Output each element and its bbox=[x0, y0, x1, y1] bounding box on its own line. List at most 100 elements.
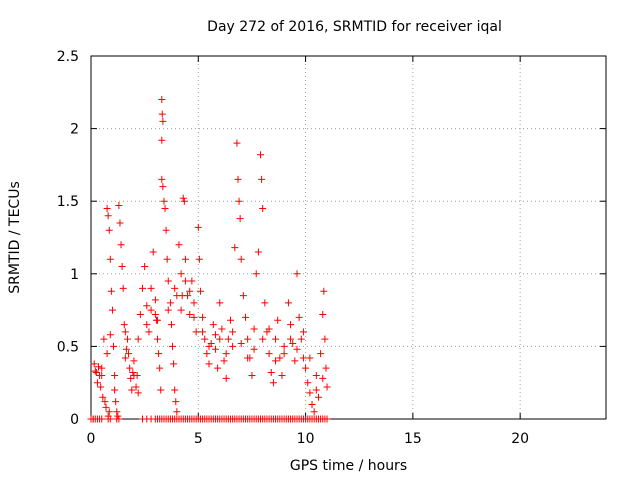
data-point bbox=[141, 263, 149, 271]
data-point bbox=[170, 360, 178, 368]
data-point bbox=[92, 369, 100, 377]
data-point bbox=[250, 325, 258, 333]
data-point bbox=[98, 415, 106, 423]
data-point bbox=[239, 292, 247, 300]
data-point bbox=[317, 350, 325, 358]
data-point bbox=[293, 345, 301, 353]
data-point bbox=[209, 321, 217, 329]
data-point bbox=[278, 371, 286, 379]
data-point bbox=[123, 335, 131, 343]
data-point bbox=[261, 299, 269, 307]
data-point bbox=[205, 342, 213, 350]
data-point bbox=[190, 299, 198, 307]
data-point bbox=[299, 354, 307, 362]
data-point bbox=[229, 328, 237, 336]
data-point bbox=[120, 321, 128, 329]
data-point bbox=[115, 415, 123, 423]
data-point bbox=[143, 321, 151, 329]
data-point bbox=[276, 354, 284, 362]
data-point bbox=[299, 328, 307, 336]
data-point bbox=[293, 270, 301, 278]
data-point bbox=[171, 386, 179, 394]
x-tick-label: 20 bbox=[511, 431, 529, 447]
axis-ticks: 0 5 10 15 20 0 0.5 1 1.5 2 2.5 bbox=[57, 49, 606, 447]
data-point bbox=[107, 287, 115, 295]
data-point bbox=[224, 335, 232, 343]
data-point bbox=[145, 328, 153, 336]
data-point bbox=[105, 408, 113, 416]
data-point bbox=[220, 357, 228, 365]
data-point bbox=[312, 386, 320, 394]
data-point bbox=[179, 194, 187, 202]
data-point bbox=[158, 96, 166, 104]
data-point bbox=[252, 270, 260, 278]
data-point bbox=[100, 335, 108, 343]
data-point bbox=[194, 223, 202, 231]
data-point bbox=[192, 328, 200, 336]
data-point bbox=[287, 335, 295, 343]
data-point bbox=[284, 299, 292, 307]
data-point bbox=[159, 117, 167, 125]
data-point bbox=[244, 335, 252, 343]
data-point bbox=[289, 339, 297, 347]
y-tick-label: 1.5 bbox=[57, 194, 79, 210]
data-point bbox=[97, 383, 105, 391]
data-point bbox=[320, 287, 328, 295]
data-point bbox=[126, 364, 134, 372]
data-point bbox=[169, 342, 177, 350]
data-point bbox=[188, 277, 196, 285]
data-point bbox=[167, 321, 175, 329]
x-tick-label: 0 bbox=[87, 431, 96, 447]
data-point bbox=[203, 350, 211, 358]
data-point bbox=[184, 292, 192, 300]
data-point bbox=[121, 328, 129, 336]
data-point bbox=[254, 248, 262, 256]
data-point bbox=[118, 263, 126, 271]
data-point bbox=[130, 357, 138, 365]
data-point bbox=[98, 371, 106, 379]
data-point bbox=[151, 310, 159, 318]
data-point bbox=[104, 212, 112, 220]
data-point bbox=[154, 335, 162, 343]
data-point bbox=[265, 325, 273, 333]
data-point bbox=[323, 383, 331, 391]
data-point bbox=[156, 364, 164, 372]
data-point bbox=[280, 342, 288, 350]
data-point bbox=[154, 316, 162, 324]
data-point bbox=[134, 389, 142, 397]
data-point bbox=[122, 345, 130, 353]
data-point bbox=[99, 393, 107, 401]
data-point bbox=[248, 371, 256, 379]
data-point bbox=[110, 342, 118, 350]
data-point bbox=[98, 364, 106, 372]
data-point bbox=[159, 183, 167, 191]
data-point bbox=[306, 354, 314, 362]
data-point bbox=[312, 371, 320, 379]
data-point bbox=[295, 313, 303, 321]
data-point bbox=[306, 389, 314, 397]
data-point bbox=[274, 316, 282, 324]
grid bbox=[91, 56, 606, 419]
data-point bbox=[111, 371, 119, 379]
data-point bbox=[272, 335, 280, 343]
data-point bbox=[103, 204, 111, 212]
data-point bbox=[151, 296, 159, 304]
data-point bbox=[90, 360, 98, 368]
y-tick-label: 0 bbox=[70, 412, 79, 428]
data-point bbox=[93, 379, 101, 387]
x-axis-label: GPS time / hours bbox=[290, 458, 407, 474]
data-point bbox=[234, 175, 242, 183]
data-point bbox=[308, 400, 316, 408]
data-point bbox=[216, 335, 224, 343]
plot-frame bbox=[90, 55, 607, 420]
data-point bbox=[222, 374, 230, 382]
data-point bbox=[190, 313, 198, 321]
data-point bbox=[177, 270, 185, 278]
y-tick-label: 0.5 bbox=[57, 339, 79, 355]
data-point bbox=[103, 350, 111, 358]
data-point bbox=[147, 306, 155, 314]
data-point bbox=[108, 306, 116, 314]
data-point bbox=[229, 342, 237, 350]
data-point bbox=[201, 335, 209, 343]
